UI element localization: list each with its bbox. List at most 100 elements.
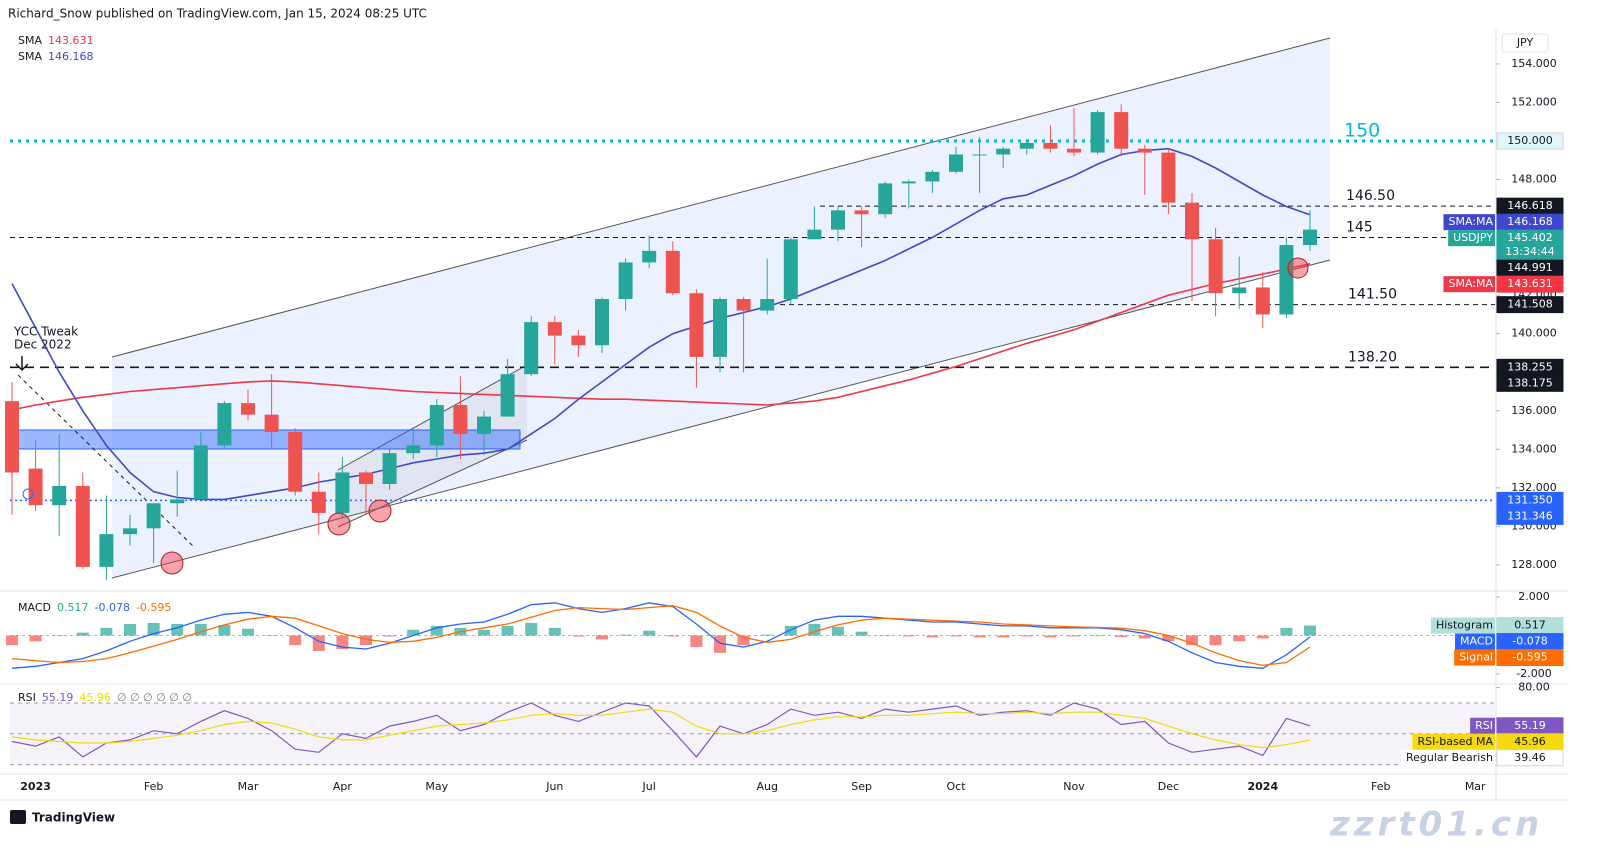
candle-body	[736, 299, 751, 311]
histogram-bar	[761, 634, 774, 636]
price-tag-name: SMA:MA	[1448, 277, 1493, 290]
x-tick-label: Nov	[1063, 780, 1085, 793]
candle-body	[500, 374, 515, 417]
x-tick-label: 2023	[20, 780, 51, 793]
x-tick-label: May	[425, 780, 448, 793]
price-tag-label: -0.595	[1512, 651, 1547, 664]
x-tick-label: Mar	[1465, 780, 1486, 793]
histogram-bar	[1044, 635, 1057, 638]
price-tag-label: 143.631	[1507, 277, 1553, 290]
data-layer	[5, 104, 1317, 758]
price-tag-name: RSI-based MA	[1417, 735, 1493, 748]
x-tick-label: Oct	[946, 780, 966, 793]
candle-body	[264, 414, 279, 432]
y-tick-label: 140.000	[1511, 327, 1557, 340]
annotation: Dec 2022	[14, 338, 72, 352]
candle-body	[288, 431, 303, 492]
candle-body	[1137, 148, 1152, 153]
price-tag	[1496, 374, 1564, 392]
histogram-bar	[100, 627, 113, 636]
x-tick-label: Aug	[756, 780, 777, 793]
histogram-bar	[525, 623, 538, 636]
histogram-bar	[383, 635, 396, 637]
price-tag-name: SMA:MA	[1448, 215, 1493, 228]
rsi-line	[11, 702, 1311, 758]
candle-body	[1185, 202, 1199, 240]
histogram-bar	[1020, 635, 1033, 637]
histogram-bar	[430, 625, 443, 636]
y-tick-label: 152.000	[1511, 95, 1557, 108]
histogram-bar	[194, 623, 207, 636]
histogram-bar	[1115, 635, 1128, 638]
candle-body	[99, 534, 114, 567]
candle-body	[429, 405, 444, 446]
y-tick-label: 134.000	[1511, 442, 1557, 455]
price-tag-name-box	[1448, 230, 1495, 247]
price-tag-label: -0.078	[1512, 635, 1547, 648]
histogram-bar	[1209, 635, 1222, 646]
price-tag-name: Signal	[1459, 651, 1493, 664]
candle-body	[925, 171, 940, 182]
price-tag-name: USDJPY	[1453, 231, 1493, 244]
sub-channel-fill	[338, 365, 527, 527]
candle-body	[1303, 229, 1317, 246]
candle-body	[453, 405, 468, 434]
price-tag-label: 145.402	[1507, 231, 1553, 244]
histogram-bar	[902, 635, 915, 637]
histogram-bar	[29, 635, 42, 642]
highlight-circle	[22, 488, 34, 500]
histogram-bar	[548, 627, 561, 636]
y-tick-label: 128.000	[1511, 558, 1557, 571]
candle-body	[571, 335, 586, 346]
candle-body	[1208, 239, 1223, 294]
price-tag-name-box	[1443, 214, 1495, 231]
price-tag-label: 0.517	[1514, 619, 1546, 632]
legend-value: 143.631	[48, 34, 94, 47]
histogram-bar	[950, 635, 962, 637]
histogram-bar	[997, 635, 1010, 638]
candle-body	[1232, 287, 1247, 294]
y-tick-label: 154.000	[1511, 57, 1557, 70]
histogram-bar	[478, 629, 490, 636]
price-tag-name: Histogram	[1436, 619, 1493, 632]
candle-body	[406, 445, 421, 454]
price-tag-label: 55.19	[1514, 719, 1546, 732]
candle-body	[1043, 142, 1058, 149]
histogram-bar	[336, 635, 349, 649]
histogram-bar	[596, 635, 608, 640]
price-tag-label: 150.000	[1507, 134, 1553, 147]
annotation: YCC Tweak	[13, 325, 78, 339]
candle-body	[642, 250, 657, 263]
price-tag-name: MACD	[1460, 635, 1493, 648]
histogram-bar	[572, 635, 585, 637]
y-tick-label: 148.000	[1511, 173, 1557, 186]
channel-line	[111, 37, 1331, 358]
header: Richard_Snow published on TradingView.co…	[8, 7, 427, 21]
price-tag-label: 138.255	[1507, 360, 1553, 373]
sma-line	[11, 147, 1311, 501]
candle-body	[382, 453, 397, 485]
candle-body	[1161, 152, 1176, 203]
candle-body	[75, 485, 90, 567]
price-tag	[1496, 649, 1564, 667]
candle-body	[524, 322, 539, 375]
price-tag-name-box	[1430, 617, 1495, 634]
histogram-bar	[1304, 625, 1316, 636]
candle-body	[689, 293, 704, 357]
legend-value: 55.19	[42, 691, 74, 704]
y-tick-label: 80.00	[1518, 681, 1550, 694]
histogram-bar	[171, 623, 184, 636]
y-tick-label: 136.000	[1511, 404, 1557, 417]
legend-title: SMA	[18, 50, 42, 63]
x-tick-label: Sep	[851, 780, 872, 793]
legend-title: RSI	[18, 691, 36, 704]
histogram-bar	[1162, 635, 1175, 642]
watermark: zzrt01.cn	[1329, 805, 1543, 845]
channel-line	[111, 259, 1331, 579]
histogram-bar	[1068, 635, 1080, 637]
legend-value: 146.168	[48, 50, 94, 63]
highlight-circle	[1287, 257, 1309, 279]
candle-body	[1114, 112, 1129, 149]
histogram-bar	[1186, 635, 1198, 646]
price-tag	[1496, 132, 1564, 150]
